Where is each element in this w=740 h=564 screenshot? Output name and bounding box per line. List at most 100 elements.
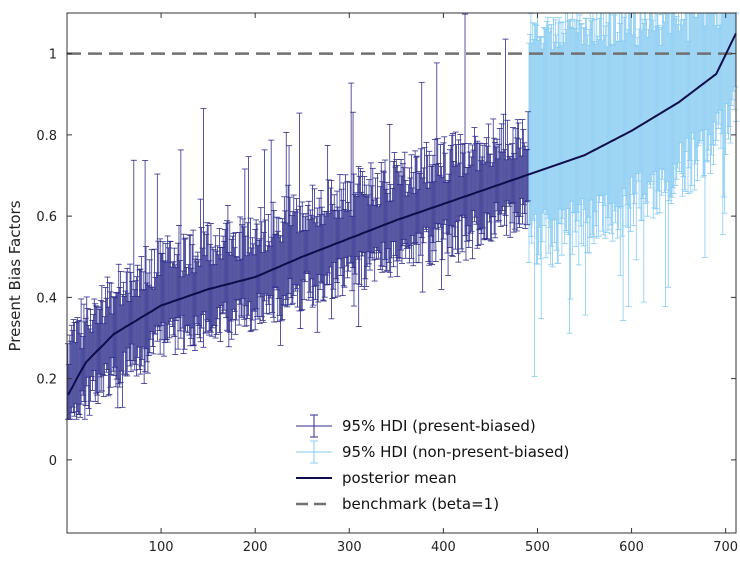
errorbar [590, 41, 597, 244]
errorbar [157, 238, 164, 355]
errorbar [180, 233, 187, 355]
errorbar [533, 24, 540, 265]
y-tick-label: 0.4 [36, 291, 57, 306]
errorbar [171, 247, 178, 337]
errorbar [382, 188, 389, 273]
errorbar [97, 300, 104, 378]
errorbar [537, 36, 544, 260]
errorbar [310, 217, 317, 306]
y-tick-label: 0.6 [36, 210, 57, 225]
errorbar [108, 282, 115, 375]
errorbar [143, 282, 150, 363]
errorbar [334, 190, 341, 283]
errorbar [247, 217, 254, 333]
errorbar [309, 184, 316, 308]
errorbar [325, 179, 332, 274]
errorbar [672, 18, 679, 186]
errorbar [124, 267, 131, 377]
errorbar [78, 298, 85, 405]
errorbar [466, 151, 473, 241]
errorbar [398, 159, 405, 251]
errorbar [344, 180, 351, 279]
legend-swatch-present-biased [296, 414, 332, 438]
errorbar [137, 268, 144, 375]
errorbar [341, 209, 348, 288]
errorbar [176, 260, 183, 332]
errorbar [522, 145, 529, 229]
errorbar [265, 214, 272, 305]
errorbar [383, 181, 390, 271]
errorbar [70, 319, 77, 413]
errorbar [420, 167, 427, 244]
legend-entry-non-present-biased: 95% HDI (non-present-biased) [296, 440, 569, 464]
errorbar [236, 232, 243, 326]
errorbar [293, 198, 300, 290]
errorbar [241, 168, 248, 327]
errorbar [519, 119, 526, 225]
legend-entry-posterior-mean: posterior mean [296, 469, 457, 487]
errorbar [611, 14, 618, 212]
hdi-present-biased-errorbars [64, 13, 532, 420]
errorbar [320, 213, 327, 302]
legend-label-posterior-mean: posterior mean [342, 469, 457, 487]
errorbar [524, 148, 531, 226]
errorbar [448, 134, 455, 256]
errorbar [233, 256, 240, 321]
errorbar [154, 173, 161, 342]
x-axis: 100 200 300 400 500 600 700 [149, 13, 738, 555]
errorbar [270, 201, 277, 318]
legend-label-present-biased: 95% HDI (present-biased) [342, 417, 536, 435]
y-tick-label: 0.8 [36, 129, 57, 144]
errorbar [557, 21, 564, 225]
errorbar [573, 20, 580, 247]
errorbar [525, 111, 532, 202]
errorbar [311, 188, 318, 287]
errorbar [127, 263, 134, 367]
errorbar [583, 18, 590, 224]
errorbar [531, 23, 538, 377]
errorbar [244, 222, 251, 319]
errorbar [225, 251, 232, 348]
legend: 95% HDI (present-biased) 95% HDI (non-pr… [285, 404, 569, 520]
errorbar [77, 333, 84, 418]
errorbar [145, 284, 152, 357]
errorbar [449, 133, 456, 257]
errorbar [116, 287, 123, 388]
posterior-mean-line [67, 32, 737, 396]
errorbar [138, 256, 145, 367]
y-tick-label: 0 [49, 454, 57, 469]
errorbar [484, 145, 491, 240]
errorbar [191, 258, 198, 351]
errorbar [123, 271, 130, 375]
legend-label-non-present-biased: 95% HDI (non-present-biased) [342, 443, 569, 461]
errorbar [355, 166, 362, 327]
plot-frame [66, 12, 737, 534]
y-axis: 0 0.2 0.4 0.6 0.8 1 [36, 48, 736, 469]
errorbar [177, 149, 184, 339]
errorbar [133, 276, 140, 377]
errorbar [502, 38, 509, 216]
errorbar [216, 227, 223, 334]
y-axis-title: Present Bias Factors [6, 200, 24, 351]
errorbar [142, 160, 149, 373]
errorbar [577, 23, 584, 227]
y-tick-label: 1 [49, 48, 57, 63]
errorbar [115, 263, 122, 385]
errorbar [440, 142, 447, 240]
errorbar [351, 194, 358, 275]
errorbar [362, 195, 369, 280]
errorbar [200, 108, 207, 348]
errorbar [474, 140, 481, 249]
x-tick-label: 100 [149, 540, 174, 555]
errorbar [434, 138, 441, 230]
errorbar [240, 226, 247, 320]
errorbar [305, 200, 312, 301]
legend-entry-benchmark: benchmark (beta=1) [296, 495, 499, 513]
errorbar [390, 160, 397, 268]
x-tick-label: 700 [713, 540, 738, 555]
legend-box [285, 404, 529, 520]
errorbar [249, 237, 256, 321]
errorbar [119, 294, 126, 408]
errorbar [274, 230, 281, 323]
